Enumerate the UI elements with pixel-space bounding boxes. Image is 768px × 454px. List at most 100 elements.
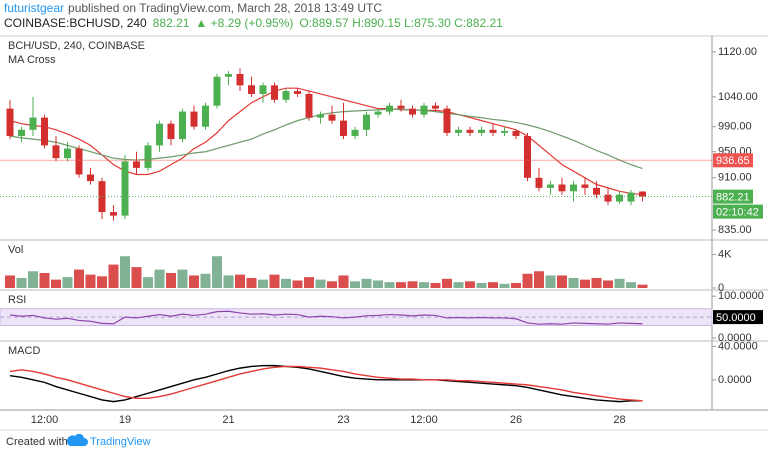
volume-bar (258, 279, 268, 288)
volume-bar (246, 277, 257, 288)
candle-body (328, 114, 336, 121)
candle-body (374, 111, 382, 115)
volume-bar (338, 275, 349, 288)
volume-bar (74, 269, 84, 288)
volume-bar (511, 282, 521, 288)
rsi-line (9, 310, 643, 325)
moving-average (9, 87, 643, 196)
price-label-box (713, 204, 763, 219)
candle-body (248, 85, 255, 94)
x-tick-label: 28 (613, 414, 625, 426)
volume-bar (108, 264, 119, 288)
tradingview-logo (66, 433, 88, 446)
candle-body (593, 187, 600, 195)
candle-body (627, 192, 635, 202)
price-label: 02:10:42 (716, 207, 759, 219)
volume-bar (131, 267, 142, 288)
volume-bar (637, 284, 648, 288)
volume-bar (177, 269, 188, 288)
price-label: 936.65 (716, 155, 750, 167)
y-tick-label: 0.0000 (718, 332, 752, 344)
volume-bar (361, 278, 372, 288)
volume-bar (407, 281, 418, 288)
candle-body (179, 111, 186, 140)
price-label-box (713, 153, 753, 168)
volume-bar (350, 281, 360, 288)
candle-body (639, 191, 646, 197)
x-tick-label: 19 (119, 414, 131, 426)
y-tick-label: 0.0000 (718, 374, 752, 386)
candle-body (87, 174, 94, 182)
volume-bar (292, 280, 303, 288)
volume-bar (396, 282, 406, 288)
candle-body (259, 85, 267, 94)
candle-body (616, 194, 623, 202)
volume-bar (166, 272, 176, 288)
volume-bar (568, 277, 579, 288)
author: futuristgear (4, 1, 64, 15)
candle-body (409, 108, 416, 115)
volume-bar (442, 278, 452, 288)
volume-bar (534, 271, 544, 288)
candle-body (133, 161, 140, 168)
candle-body (75, 148, 83, 175)
volume-bar (419, 282, 429, 288)
panel-title: Vol (8, 244, 23, 256)
publish-line: futuristgear published on TradingView.com… (4, 1, 382, 15)
candle-body (190, 111, 198, 127)
candle-body (213, 76, 221, 106)
volume-bar (143, 277, 153, 288)
candle-body (443, 108, 451, 133)
price: 882.21 (153, 16, 190, 30)
volume-bar (51, 279, 61, 288)
volume-bar (499, 283, 510, 288)
candle-body (29, 117, 37, 130)
candle-body (167, 123, 175, 140)
x-tick-label: 21 (222, 414, 234, 426)
volume-bar (522, 273, 533, 288)
volume-bar (384, 282, 395, 288)
candle-body (52, 145, 60, 159)
mid-label: 50.0000 (716, 312, 756, 324)
candle-body (386, 105, 393, 112)
volume-bar (120, 256, 130, 288)
volume-bar (5, 275, 15, 288)
candle-body (144, 145, 152, 168)
candle-body (317, 114, 324, 118)
candle-body (18, 129, 25, 136)
x-tick-label: 12:00 (410, 414, 438, 426)
macd-line (9, 364, 643, 403)
y-tick-label: 40.0000 (718, 340, 758, 352)
volume-bar (465, 281, 475, 288)
volume-bar (476, 282, 487, 288)
candle-body (397, 105, 405, 109)
ohlc: O:889.57 H:890.15 L:875.30 C:882.21 (299, 16, 503, 30)
price-label-box (713, 189, 753, 204)
y-tick-label: 1120.00 (718, 46, 757, 58)
volume-bar (200, 273, 211, 288)
y-tick-label: 4K (718, 248, 732, 260)
candle-body (6, 108, 14, 136)
candle-body (110, 212, 117, 216)
panel-title: MACD (8, 345, 40, 357)
y-tick-label: 1040.00 (718, 91, 758, 103)
volume-bar (626, 282, 636, 288)
candle-body (501, 131, 508, 133)
volume-bar (430, 282, 441, 288)
candle-body (225, 73, 232, 77)
footer-brand[interactable]: TradingView (90, 436, 151, 448)
volume-bar (154, 269, 165, 288)
volume-bar (235, 274, 245, 288)
candle-body (202, 105, 209, 127)
candle-body (282, 91, 290, 100)
volume-bar (85, 274, 96, 288)
candle-body (535, 177, 543, 188)
volume-bar (545, 275, 556, 288)
volume-bar (453, 282, 464, 288)
volume-bar (580, 279, 590, 288)
candle-body (156, 123, 163, 146)
candle-body (121, 161, 129, 216)
candle-body (64, 148, 71, 159)
volume-bar (16, 277, 27, 288)
y-tick-label: 100.0000 (718, 290, 764, 302)
